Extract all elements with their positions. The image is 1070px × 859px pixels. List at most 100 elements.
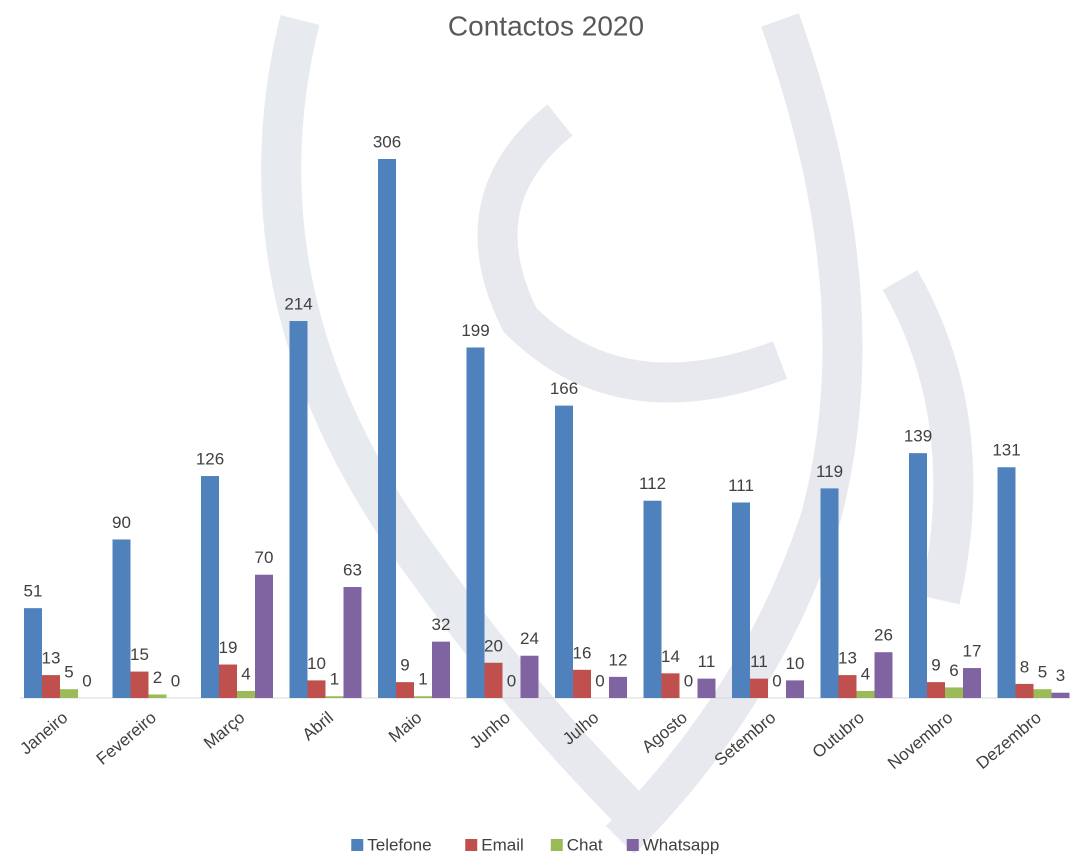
x-tick-label: Junho [466,708,514,752]
bar [945,687,963,698]
x-tick-label: Janeiro [17,708,72,758]
x-tick-label: Maio [385,708,425,746]
bar [307,680,326,698]
data-label: 24 [520,629,539,648]
data-label: 6 [949,661,958,680]
data-label: 10 [786,654,805,673]
data-label: 17 [963,642,982,661]
bar [963,668,981,698]
bar [219,664,237,698]
chart-title: Contactos 2020 [448,10,644,41]
data-label: 4 [861,664,870,683]
bar [42,675,60,698]
bar [112,539,131,698]
data-label: 63 [343,561,362,580]
legend-swatch [465,839,478,851]
data-label: 0 [595,671,604,690]
data-label: 20 [484,636,503,655]
data-label: 199 [461,321,489,340]
bar [555,405,573,698]
data-label: 70 [255,548,274,567]
bar [661,673,680,698]
data-label: 119 [816,462,843,481]
data-label: 131 [992,441,1020,460]
bar [255,574,273,698]
bar [1051,692,1070,698]
bar [697,678,716,698]
bar [1015,683,1034,698]
bar [396,682,414,698]
bar [909,453,927,698]
bar [237,690,255,698]
bar [927,682,945,698]
data-label: 9 [931,656,940,675]
data-label: 13 [42,649,61,668]
data-label: 3 [1056,666,1065,685]
data-label: 12 [609,650,628,669]
bar [573,669,591,698]
data-label: 11 [750,652,768,671]
x-tick-label: Novembro [884,708,956,773]
data-label: 14 [661,647,680,666]
data-label: 5 [1038,663,1047,682]
x-tick-label: Março [200,708,248,753]
bar [148,694,167,698]
data-label: 0 [507,671,516,690]
data-label: 32 [432,615,451,634]
x-tick-label: Outubro [809,708,868,762]
data-label: 51 [24,582,43,601]
legend-label: Whatsapp [643,835,720,854]
bar [60,689,78,698]
bar [343,587,362,698]
bar [130,671,149,698]
data-label: 166 [550,379,578,398]
data-label: 19 [219,638,238,657]
bar [856,690,875,698]
data-label: 214 [284,295,312,314]
bar [643,500,662,698]
data-label: 306 [373,132,401,151]
bar [609,676,627,698]
bar [378,159,396,698]
data-label: 112 [639,474,666,493]
data-label: 9 [400,656,409,675]
bar [997,467,1016,698]
legend-label: Email [481,835,524,854]
data-label: 11 [698,652,716,671]
bar [750,678,768,698]
data-label: 8 [1020,657,1029,676]
legend-label: Chat [567,835,603,854]
data-label: 0 [82,671,91,690]
legend-swatch [626,839,639,851]
legend-label: Telefone [367,835,431,854]
x-tick-label: Fevereiro [93,708,160,769]
data-label: 0 [684,671,693,690]
bar [1033,689,1052,698]
bar [786,680,804,698]
data-label: 26 [874,626,893,645]
bar [484,662,503,698]
bar [289,321,308,698]
bar [732,502,750,698]
data-label: 1 [330,670,339,689]
data-label: 139 [904,427,932,446]
bar [414,696,432,698]
bar [820,488,839,698]
data-label: 2 [153,668,162,687]
data-label: 16 [573,643,592,662]
bar [466,347,485,698]
legend-swatch [351,839,364,851]
bar [838,675,857,698]
data-label: 111 [728,476,754,495]
data-label: 90 [112,513,131,532]
data-label: 15 [130,645,149,664]
data-label: 4 [241,664,250,683]
data-label: 0 [772,671,781,690]
x-tick-label: Abril [299,708,337,744]
data-label: 126 [196,450,224,469]
bar [520,655,539,698]
data-label: 13 [838,649,857,668]
data-label: 0 [171,671,180,690]
bar [874,652,893,698]
